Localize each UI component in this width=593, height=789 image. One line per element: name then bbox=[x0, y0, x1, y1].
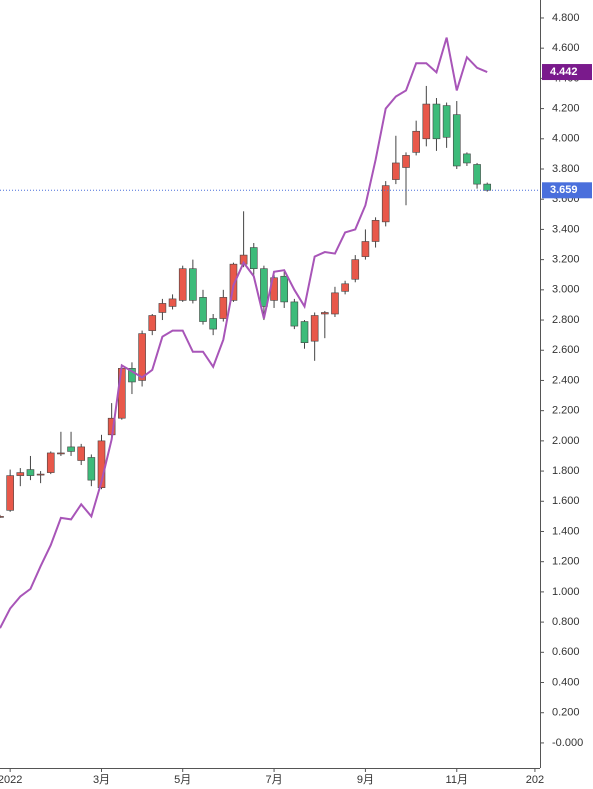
y-tick-label: 2.400 bbox=[552, 374, 580, 386]
candle-body bbox=[412, 130, 420, 153]
candle-body bbox=[280, 275, 289, 303]
x-tick-label: 3月 bbox=[93, 774, 110, 786]
candle-body bbox=[46, 452, 55, 473]
y-tick-label: 3.800 bbox=[552, 163, 580, 175]
candle-body bbox=[381, 185, 390, 223]
candle-body bbox=[26, 469, 35, 476]
y-tick-label: 2.600 bbox=[552, 344, 580, 356]
y-tick-label: 3.200 bbox=[552, 254, 580, 266]
candle-body bbox=[300, 321, 309, 343]
y-tick-label: 0.600 bbox=[552, 646, 580, 658]
candle-body bbox=[371, 220, 380, 242]
candle-body bbox=[219, 297, 228, 319]
candle-body bbox=[351, 259, 360, 280]
last-price-label: 3.659 bbox=[550, 184, 578, 196]
candle-body bbox=[168, 298, 177, 307]
candle-body bbox=[310, 315, 319, 342]
candle-body bbox=[77, 446, 86, 461]
candle-body bbox=[422, 103, 431, 140]
x-tick-label: 2022 bbox=[0, 774, 22, 786]
y-tick-label: 3.400 bbox=[552, 223, 580, 235]
candle-body bbox=[158, 303, 167, 313]
y-tick-label: 4.000 bbox=[552, 133, 580, 145]
y-tick-label: 0.800 bbox=[552, 616, 580, 628]
line-value-label: 4.442 bbox=[550, 66, 578, 78]
candle-body bbox=[16, 472, 25, 476]
candle-body bbox=[432, 103, 441, 140]
y-tick-label: 1.200 bbox=[552, 556, 580, 568]
candle-body bbox=[473, 164, 481, 185]
y-tick-label: 4.200 bbox=[552, 102, 580, 114]
y-tick-label: 0.400 bbox=[552, 676, 580, 688]
plot-area bbox=[0, 37, 492, 629]
y-tick-label: 2.000 bbox=[552, 435, 580, 447]
candle-body bbox=[361, 241, 370, 257]
candle-body bbox=[402, 155, 410, 168]
candle-body bbox=[138, 333, 146, 381]
candle-body bbox=[442, 105, 451, 138]
y-tick-label: 1.800 bbox=[552, 465, 580, 477]
candle-body bbox=[321, 312, 329, 315]
line-value-box bbox=[542, 64, 592, 81]
x-tick-label: 9月 bbox=[357, 774, 374, 786]
x-tick-label: 11月 bbox=[446, 774, 468, 786]
candle-body bbox=[392, 162, 400, 180]
candle-body bbox=[36, 473, 45, 476]
candle-body bbox=[229, 263, 238, 301]
y-tick-label: 2.800 bbox=[552, 314, 580, 326]
candle-body bbox=[452, 114, 461, 167]
candle-body bbox=[118, 368, 126, 419]
y-tick-label: 1.400 bbox=[552, 525, 580, 537]
y-tick-label: 4.600 bbox=[552, 42, 580, 54]
overlay-line bbox=[0, 37, 488, 629]
candle-body bbox=[128, 368, 136, 383]
candle-body bbox=[189, 268, 197, 301]
candle-body bbox=[260, 268, 268, 307]
candle-body bbox=[87, 457, 96, 481]
candle-body bbox=[483, 183, 492, 191]
candle-body bbox=[0, 516, 4, 518]
last-price-box bbox=[542, 182, 592, 199]
y-tick-label: 4.800 bbox=[552, 12, 580, 24]
candle-body bbox=[341, 283, 349, 292]
y-tick-label: 1.000 bbox=[552, 586, 580, 598]
x-tick-label: 5月 bbox=[174, 774, 191, 786]
candle-body bbox=[67, 446, 75, 452]
candle-body bbox=[199, 297, 207, 322]
y-tick-label: -0.000 bbox=[552, 737, 583, 749]
y-tick-label: 1.600 bbox=[552, 495, 580, 507]
y-tick-label: 2.200 bbox=[552, 405, 580, 417]
candle-body bbox=[249, 247, 258, 269]
candle-body bbox=[463, 153, 471, 164]
y-tick-label: 0.200 bbox=[552, 707, 580, 719]
x-tick-label: 202 bbox=[526, 774, 544, 786]
candle-body bbox=[331, 292, 339, 315]
candle-body bbox=[209, 318, 217, 330]
candle-body bbox=[290, 301, 299, 327]
y-tick-label: 3.000 bbox=[552, 284, 580, 296]
candle-body bbox=[57, 452, 65, 455]
candle-body bbox=[178, 268, 187, 301]
candle-body bbox=[148, 315, 157, 331]
x-tick-label: 7月 bbox=[265, 774, 282, 786]
candle-body bbox=[6, 475, 14, 511]
